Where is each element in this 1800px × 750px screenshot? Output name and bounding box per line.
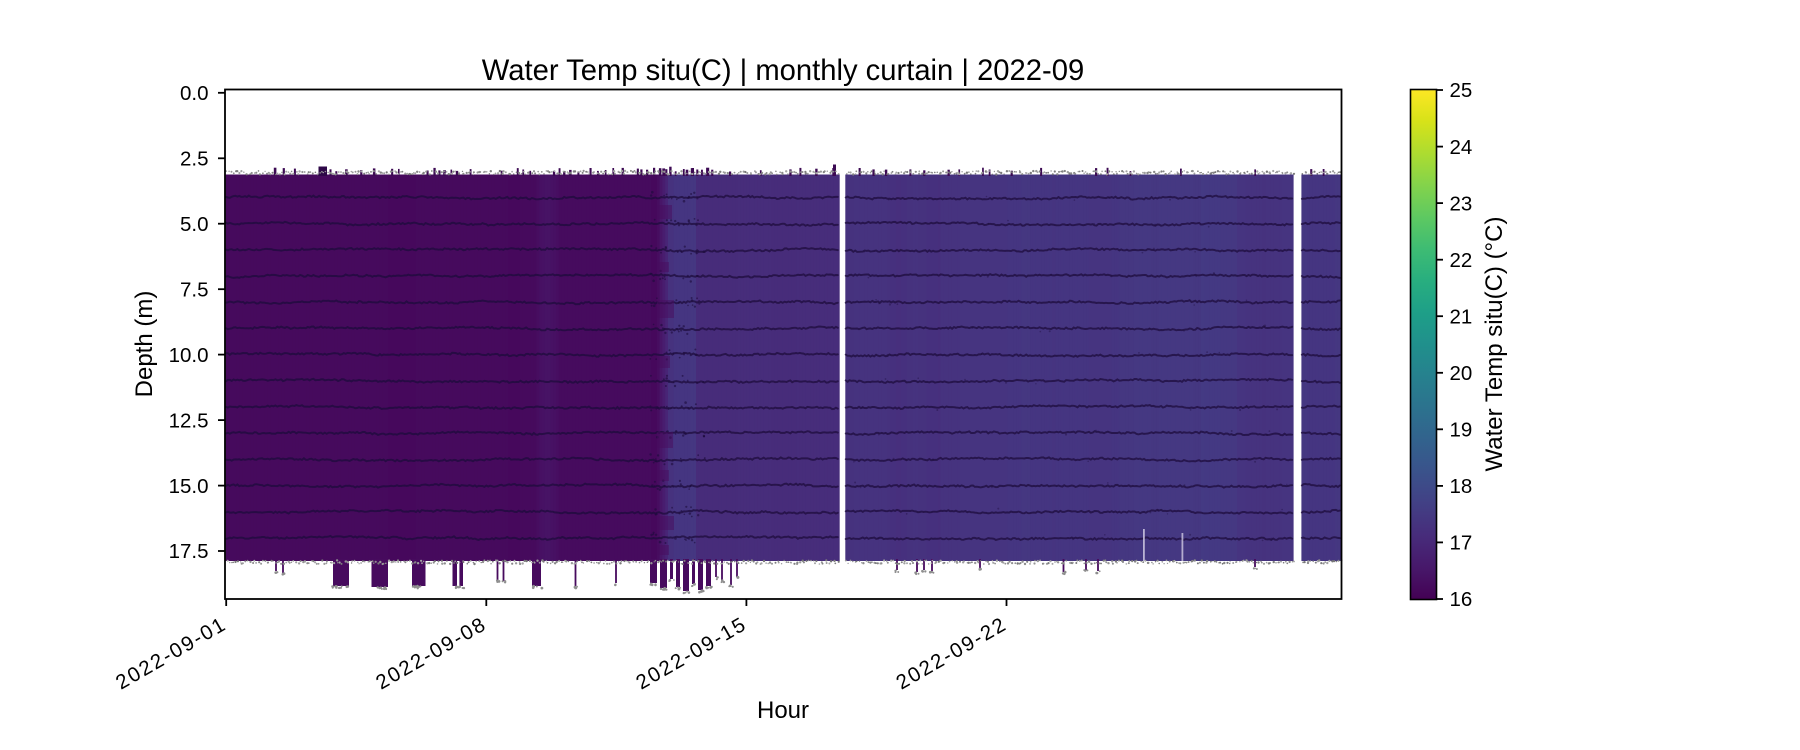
svg-text:Hour: Hour xyxy=(757,697,809,724)
svg-text:17.5: 17.5 xyxy=(169,540,209,563)
svg-text:21: 21 xyxy=(1450,305,1473,328)
svg-text:18: 18 xyxy=(1450,475,1473,498)
svg-text:24: 24 xyxy=(1450,136,1473,159)
svg-text:23: 23 xyxy=(1450,192,1473,215)
svg-text:22: 22 xyxy=(1450,249,1473,272)
svg-text:2.5: 2.5 xyxy=(180,148,209,171)
svg-text:15.0: 15.0 xyxy=(169,475,209,498)
svg-text:0.0: 0.0 xyxy=(180,82,209,105)
svg-text:17: 17 xyxy=(1450,532,1473,555)
svg-text:7.5: 7.5 xyxy=(180,278,209,301)
svg-text:10.0: 10.0 xyxy=(169,344,209,367)
svg-text:16: 16 xyxy=(1450,588,1473,611)
svg-text:5.0: 5.0 xyxy=(180,213,209,236)
svg-text:Depth (m): Depth (m) xyxy=(131,291,158,398)
svg-text:25: 25 xyxy=(1450,79,1473,102)
svg-text:19: 19 xyxy=(1450,419,1473,442)
svg-text:20: 20 xyxy=(1450,362,1473,385)
svg-text:12.5: 12.5 xyxy=(169,409,209,432)
svg-text:Water Temp situ(C) | monthly c: Water Temp situ(C) | monthly curtain | 2… xyxy=(482,55,1084,87)
svg-text:Water Temp situ(C) (°C): Water Temp situ(C) (°C) xyxy=(1481,217,1508,472)
